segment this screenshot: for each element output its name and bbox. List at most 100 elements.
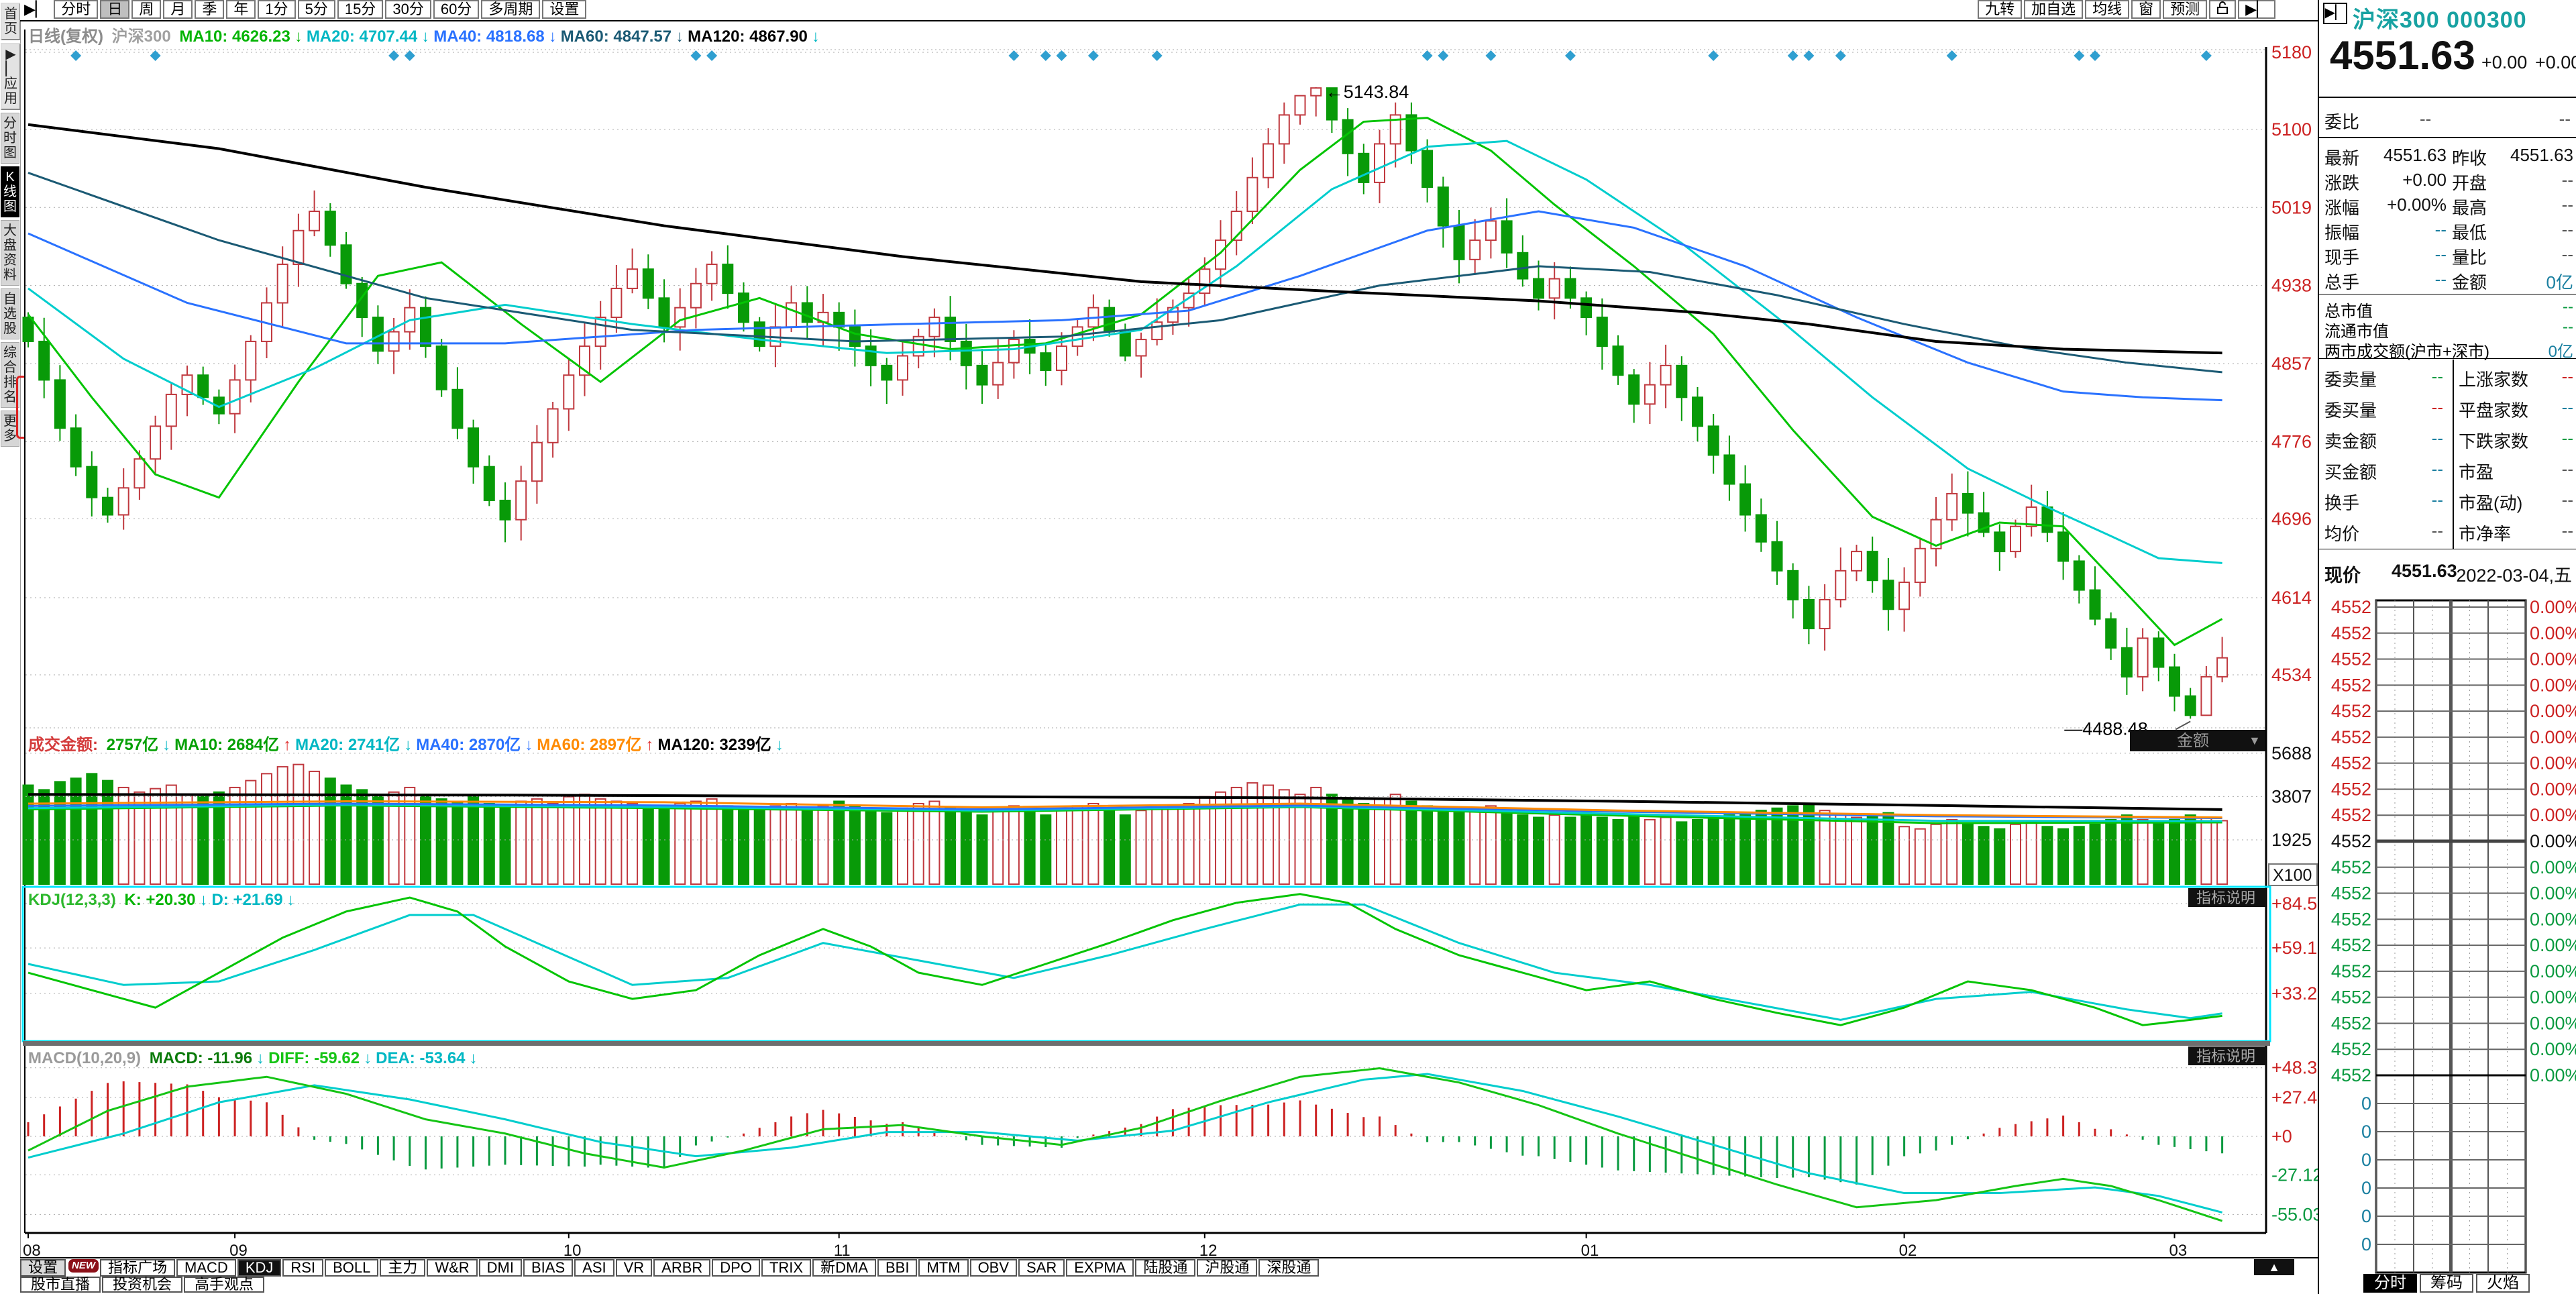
indicator-tab-VR[interactable]: VR <box>615 1259 653 1277</box>
period-button-周[interactable]: 周 <box>131 0 162 19</box>
period-button-15分[interactable]: 15分 <box>337 0 384 19</box>
indicator-tab-ASI[interactable]: ASI <box>574 1259 614 1277</box>
candle-body <box>2041 506 2053 533</box>
indicator-tab-TRIX[interactable]: TRIX <box>761 1259 812 1277</box>
indicator-tab-BBI[interactable]: BBI <box>877 1259 918 1277</box>
kdj-info-badge[interactable] <box>2188 888 2266 907</box>
period-button-1分[interactable]: 1分 <box>258 0 296 19</box>
event-diamond-icon <box>1040 50 1051 61</box>
settings-tab[interactable]: 设置 <box>20 1259 66 1277</box>
period-button-多周期[interactable]: 多周期 <box>481 0 541 19</box>
indicator-tab-KDJ[interactable]: KDJ <box>237 1259 282 1277</box>
bottom-tab-投资机会[interactable]: 投资机会 <box>102 1277 183 1293</box>
volume-bar <box>627 802 639 885</box>
collapse-right-icon[interactable]: ▶▏ <box>2323 3 2347 24</box>
volume-bar <box>451 800 464 885</box>
volume-bar <box>1008 805 1020 885</box>
kdj-label-segment: K: +20.30 <box>124 891 196 909</box>
tool-button-加自选[interactable]: 加自选 <box>2024 0 2084 19</box>
lock-open-icon[interactable] <box>2209 0 2237 19</box>
indicator-tab-RSI[interactable]: RSI <box>282 1259 324 1277</box>
event-diamond-icon <box>1803 50 1815 61</box>
sidebar-item-自选股[interactable]: 自选股 <box>1 288 19 339</box>
indicator-tab-OBV[interactable]: OBV <box>969 1259 1018 1277</box>
indicator-tab-深股通[interactable]: 深股通 <box>1258 1259 1320 1277</box>
quote-row-label: 市净率 <box>2459 524 2512 544</box>
panel-tab-分时[interactable]: 分时 <box>2363 1274 2417 1293</box>
candle-body <box>945 317 957 342</box>
sidebar-item-分时图[interactable]: 分时图 <box>1 113 19 164</box>
amount-dropdown[interactable] <box>2130 730 2265 751</box>
period-button-日[interactable]: 日 <box>100 0 130 19</box>
quote-row-value: -- <box>2431 459 2443 479</box>
candle-body <box>229 379 241 415</box>
mini-pct-label: 0.00% <box>2530 883 2576 904</box>
tool-button-窗[interactable]: 窗 <box>2131 0 2161 19</box>
quote-row-label: 总市值 <box>2324 303 2373 321</box>
panel-tab-筹码[interactable]: 筹码 <box>2420 1274 2473 1293</box>
collapse-panel-icon[interactable]: ▲ <box>2254 1259 2294 1275</box>
mini-pct-label: 0.00% <box>2530 649 2576 669</box>
indicator-tab-MTM[interactable]: MTM <box>918 1259 969 1277</box>
candle-body <box>753 321 765 347</box>
tool-button-均线[interactable]: 均线 <box>2085 0 2130 19</box>
indicator-tab-主力[interactable]: 主力 <box>380 1259 426 1277</box>
indicator-tab-陆股通[interactable]: 陆股通 <box>1135 1259 1196 1277</box>
period-button-分时[interactable]: 分时 <box>54 0 99 19</box>
tool-button-预测[interactable]: 预测 <box>2163 0 2208 19</box>
period-button-30分[interactable]: 30分 <box>385 0 431 19</box>
volume-bar <box>1692 818 1703 885</box>
period-button-季[interactable]: 季 <box>195 0 225 19</box>
volume-bar <box>2057 828 2070 885</box>
macd-info-badge[interactable] <box>2188 1046 2266 1065</box>
period-button-60分[interactable]: 60分 <box>433 0 480 19</box>
indicator-tab-DPO[interactable]: DPO <box>712 1259 760 1277</box>
x-axis-label: 08 <box>23 1242 41 1258</box>
bottom-tab-股市直播[interactable]: 股市直播 <box>20 1277 101 1293</box>
x-axis-label: 09 <box>229 1242 248 1258</box>
candle-body <box>1739 483 1752 516</box>
indicator-tab-沪股通[interactable]: 沪股通 <box>1197 1259 1258 1277</box>
indicator-tab-BOLL[interactable]: BOLL <box>325 1259 379 1277</box>
tool-button-九转[interactable]: 九转 <box>1978 0 2023 19</box>
bottom-tab-高手观点[interactable]: 高手观点 <box>184 1277 265 1293</box>
panel-tab-火焰[interactable]: 火焰 <box>2476 1274 2530 1293</box>
mini-pct-label: 0.00% <box>2530 779 2576 799</box>
mini-pct-label: 0.00% <box>2530 623 2576 643</box>
indicator-tab-BIAS[interactable]: BIAS <box>523 1259 574 1277</box>
divider <box>2453 360 2454 549</box>
volume-bar <box>1183 802 1195 885</box>
sidebar-item-综合排名[interactable]: 综合排名 <box>1 342 19 408</box>
sidebar-item-应用[interactable]: ▶▏应用 <box>1 43 21 110</box>
mini-pct-label: 0.00% <box>2530 701 2576 721</box>
quote-row-label: 买金额 <box>2324 462 2377 482</box>
period-button-5分[interactable]: 5分 <box>297 0 335 19</box>
period-button-年[interactable]: 年 <box>226 0 256 19</box>
collapse-chart-icon[interactable]: ▶▏ <box>2238 0 2275 19</box>
mini-pct-label: 0.00% <box>2530 675 2576 695</box>
period-button-月[interactable]: 月 <box>163 0 193 19</box>
indicator-tab-ARBR[interactable]: ARBR <box>653 1259 711 1277</box>
macd-dea-line <box>28 1073 2222 1214</box>
candle-body <box>897 355 908 381</box>
sidebar-item-首页[interactable]: 首页 <box>1 3 21 40</box>
indicator-tab-W&R[interactable]: W&R <box>427 1259 478 1277</box>
mini-price-label: 4552 <box>2331 805 2371 825</box>
kdj-k-line <box>28 893 2222 1026</box>
sidebar-item-K线图[interactable]: K线图 <box>1 166 19 217</box>
indicator-tab-DMI[interactable]: DMI <box>478 1259 522 1277</box>
volume-bar <box>1962 823 1974 885</box>
indicator-tab-SAR[interactable]: SAR <box>1018 1259 1065 1277</box>
indicator-tab-EXPMA[interactable]: EXPMA <box>1066 1259 1134 1277</box>
kdj-label-segment: D: +21.69 <box>211 891 283 909</box>
volume-bar <box>1405 800 1417 885</box>
macd-pane-divider[interactable] <box>23 1041 2270 1046</box>
collapse-left-icon[interactable]: ▶▏ <box>24 1 47 17</box>
period-button-设置[interactable]: 设置 <box>542 0 587 19</box>
kdj-label-segment: ↓ <box>286 891 295 909</box>
sidebar-item-大盘资料[interactable]: 大盘资料 <box>1 220 19 286</box>
indicator-tab-新DMA[interactable]: 新DMA <box>812 1259 876 1277</box>
tab-indicator-plaza[interactable]: 指标广场 <box>100 1259 176 1277</box>
indicator-tab-MACD[interactable]: MACD <box>176 1259 236 1277</box>
kdj-label-segment: ↓ <box>199 891 208 909</box>
